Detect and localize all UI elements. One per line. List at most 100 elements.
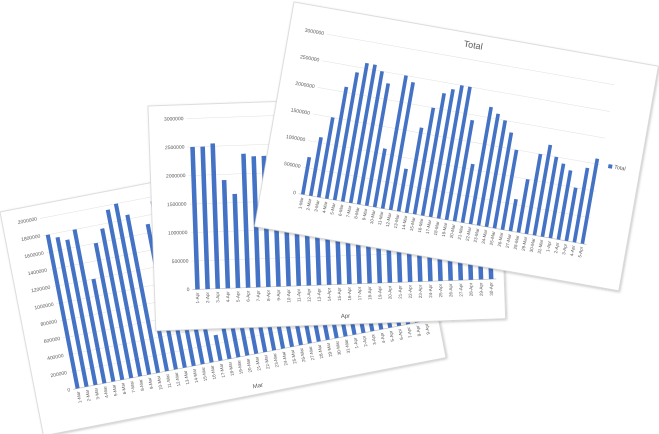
y-tick-label: 600000 [43, 336, 61, 345]
x-tick-label: 1-Mar [297, 196, 304, 209]
y-tick-label: 1200000 [31, 285, 51, 295]
x-tick-label: 13-Apr [316, 288, 321, 302]
x-tick-label: 14-Mar [401, 215, 408, 230]
x-tick-label: 4-Apr [379, 331, 386, 343]
x-tick-label: 29-Apr [478, 282, 483, 296]
bar [190, 146, 200, 290]
x-tick-label: 6-Apr [397, 328, 404, 340]
y-tick-label: 500000 [283, 161, 301, 170]
bar [45, 234, 80, 389]
x-tick-label: 8-Mar [353, 206, 360, 219]
y-tick-label: 1600000 [24, 251, 44, 261]
x-tick-label: 11-Apr [296, 288, 301, 302]
x-tick-label: 13-Mar [183, 370, 191, 385]
bar [548, 163, 566, 239]
x-tick-label: 14-Apr [326, 287, 331, 301]
x-tick-label: 8-Apr [266, 289, 271, 301]
x-tick-label: 17-Mar [218, 363, 226, 378]
x-tick-label: 24-Mar [481, 229, 488, 244]
bar [213, 334, 223, 362]
bar [232, 193, 241, 289]
x-tick-label: 27-Mar [308, 345, 316, 360]
x-tick-label: 26-Apr [448, 283, 453, 297]
bar [436, 85, 464, 219]
bar [324, 86, 349, 199]
x-tick-label: 18-Mar [227, 361, 235, 376]
x-tick-label: 31-Mar [537, 239, 544, 254]
x-tick-label: 1-Apr [195, 292, 200, 304]
y-tick-label: 2000000 [166, 173, 186, 180]
x-tick-label: 3-Mar [93, 387, 100, 400]
x-axis [192, 278, 497, 290]
bar [516, 178, 530, 233]
x-tick-label: 27-Mar [505, 233, 512, 248]
bar [556, 170, 573, 240]
y-tick-label: 1000000 [168, 230, 188, 237]
x-tick-label: 5-Apr [235, 290, 240, 302]
bar [308, 137, 323, 197]
bar [524, 153, 543, 235]
x-tick-label: 3-Mar [313, 199, 320, 212]
bar [500, 149, 519, 230]
x-tick-label: 15-Mar [200, 366, 208, 381]
bar [404, 127, 424, 214]
bar [420, 92, 446, 216]
grid-line [312, 113, 601, 165]
bar [356, 71, 384, 205]
x-tick-label: 10-Mar [369, 209, 376, 224]
bar [156, 327, 169, 372]
bar [210, 143, 221, 289]
bar [221, 180, 231, 289]
x-tick-label: 1-Apr [352, 337, 359, 349]
grid-line [322, 60, 610, 112]
y-tick-label: 2000000 [17, 216, 37, 226]
bar [372, 148, 387, 208]
x-tick-label: 11-Mar [377, 211, 384, 226]
x-tick-label: 8-Apr [415, 324, 422, 336]
legend-swatch [607, 164, 613, 169]
y-tick-label: 1400000 [27, 268, 47, 278]
bar [572, 167, 590, 243]
x-tick-label: 8-Mar [138, 378, 145, 391]
x-tick-label: 30-Mar [334, 340, 342, 355]
x-tick-label: 21-Apr [397, 285, 402, 299]
x-tick-label: 16-Mar [417, 218, 424, 233]
x-axis-title: Mar [252, 383, 263, 391]
x-tick-label: 1-Apr [545, 240, 552, 252]
x-tick-label: 20-Mar [245, 357, 253, 372]
bar [93, 242, 125, 381]
x-tick-label: 25-Apr [438, 283, 443, 297]
x-tick-label: 19-Mar [441, 222, 448, 237]
bar [340, 62, 369, 202]
x-tick-label: 10-Mar [156, 375, 164, 390]
y-tick-label: 200000 [50, 370, 68, 379]
x-tick-label: 26-Mar [497, 232, 504, 247]
x-tick-label: 29-Mar [325, 342, 333, 357]
x-tick-label: 5-Mar [329, 202, 336, 215]
x-tick-label: 27-Apr [458, 283, 463, 297]
x-tick-label: 18-Mar [433, 220, 440, 235]
bar [532, 144, 553, 236]
bar [348, 64, 377, 204]
x-tick-label: 22-Mar [263, 354, 271, 369]
x-tick-label: 17-Apr [357, 286, 362, 300]
x-tick-label: 2-Apr [361, 335, 368, 347]
bar [72, 229, 107, 384]
x-tick-label: 19-Apr [377, 285, 382, 299]
y-tick-label: 1800000 [21, 233, 41, 243]
bar [580, 158, 600, 245]
x-tick-label: 1-Mar [75, 390, 82, 403]
x-tick-label: 3-Apr [215, 291, 220, 303]
bar [428, 89, 455, 218]
grid-line [326, 33, 615, 86]
x-tick-label: 4-Mar [102, 385, 109, 398]
x-tick-label: 5-Apr [388, 330, 395, 342]
y-tick-label: 0 [293, 190, 297, 196]
y-tick-label: 3000000 [164, 116, 184, 123]
x-tick-label: 17-Mar [425, 219, 432, 234]
x-tick-label: 7-Apr [406, 326, 413, 338]
y-tick-label: 0 [67, 387, 71, 393]
bar [396, 168, 408, 212]
bar [388, 81, 415, 211]
x-tick-label: 12-Mar [385, 212, 392, 227]
